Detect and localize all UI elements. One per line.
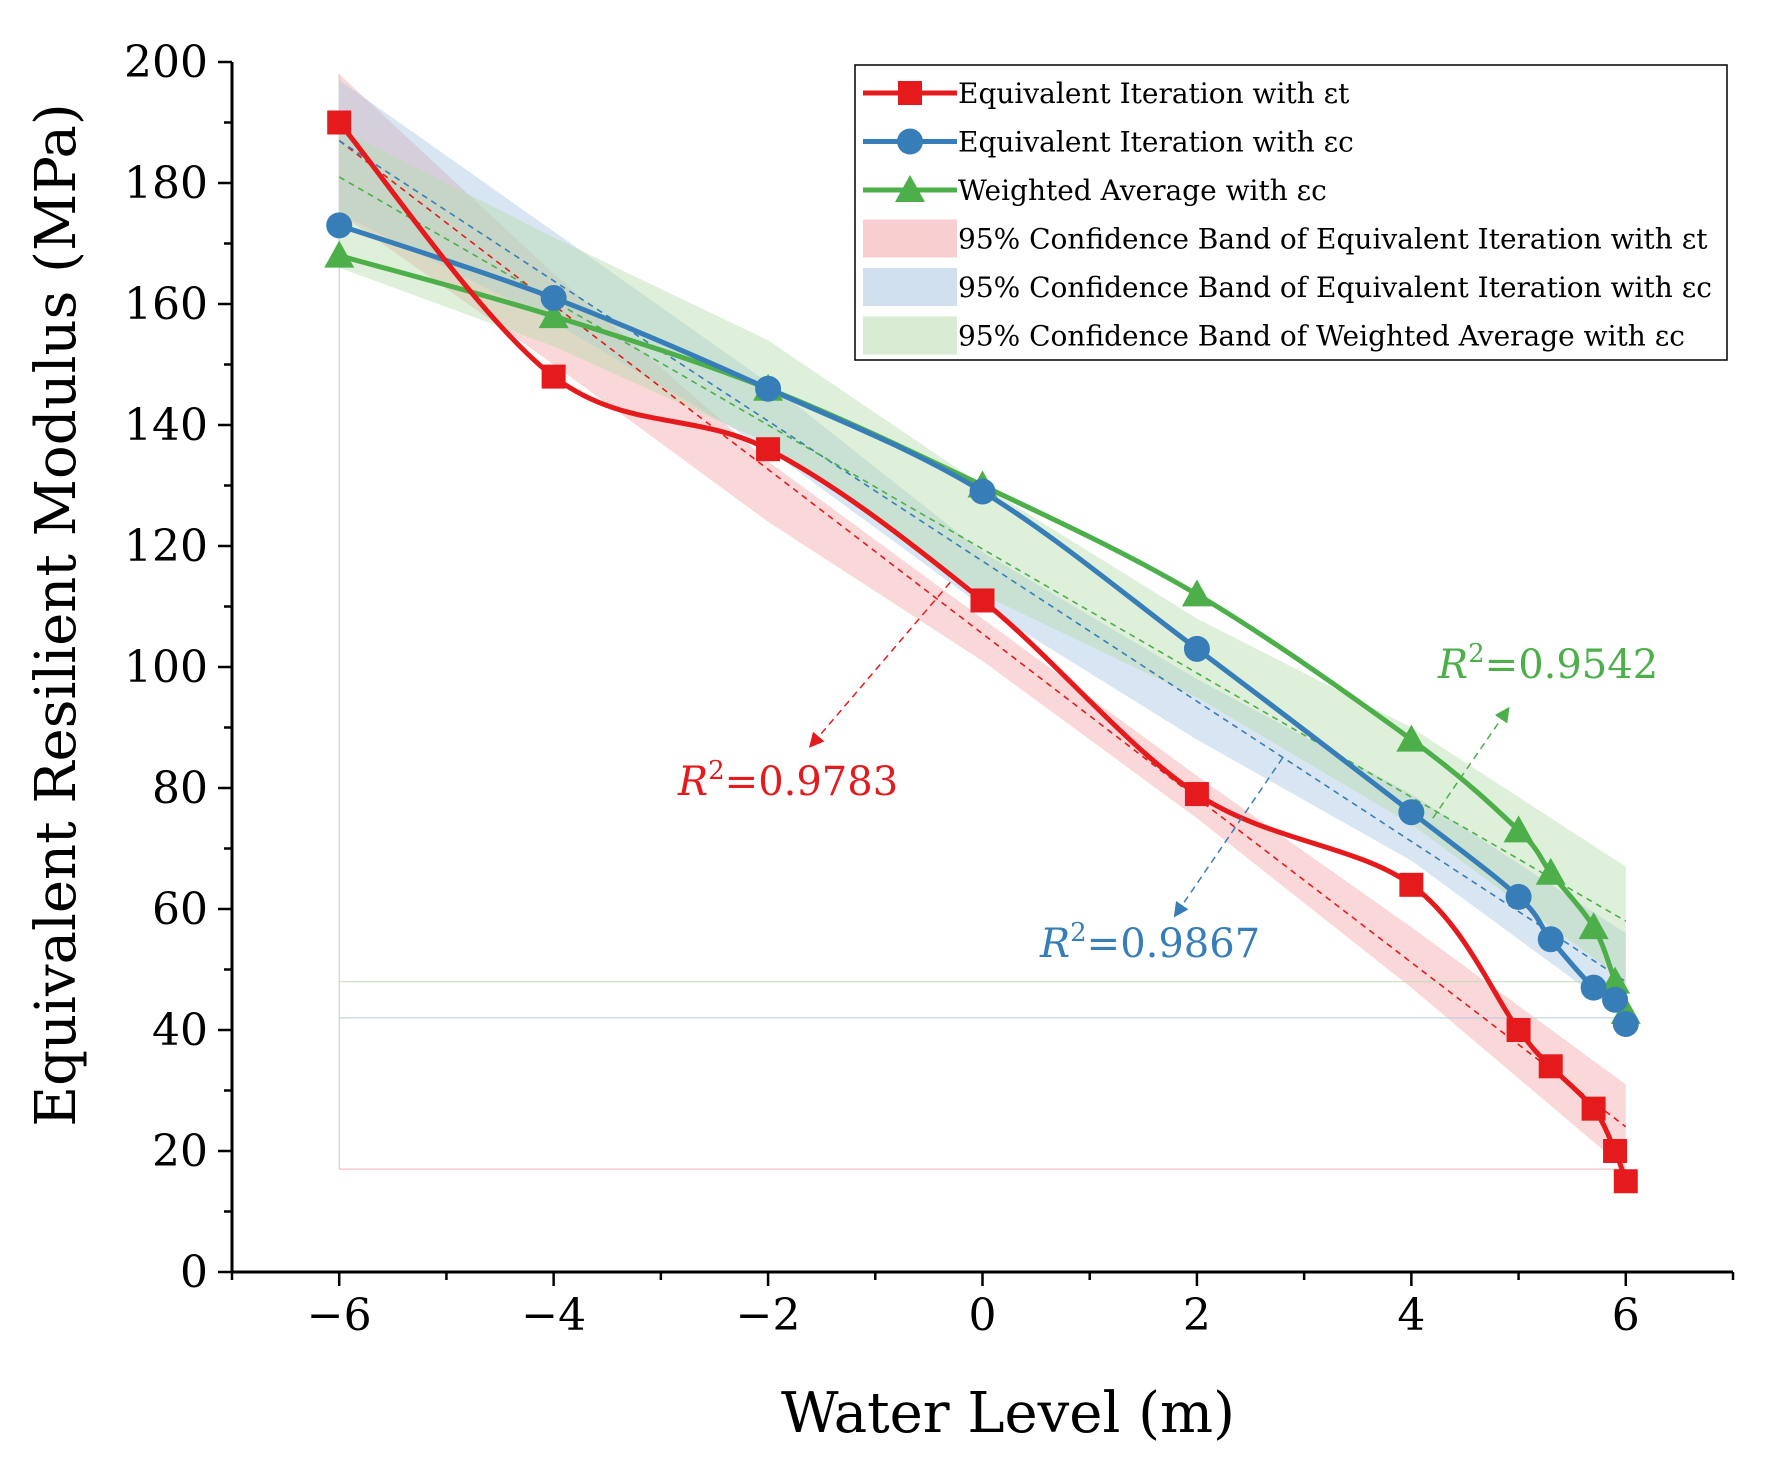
y-tick-label: 60 [152, 884, 208, 935]
data-point-1-0 [326, 212, 353, 239]
x-tick-label: 0 [969, 1290, 997, 1341]
legend-marker-1 [897, 128, 923, 155]
legend-marker-0 [898, 81, 922, 105]
arrow-blue [1173, 757, 1284, 918]
svg-text:R2=0.9783: R2=0.9783 [677, 756, 898, 805]
fit-line-1 [338, 139, 1627, 983]
data-point-1-10 [1612, 1010, 1639, 1037]
data-point-1-7 [1537, 926, 1564, 953]
x-tick-label: 6 [1612, 1290, 1640, 1341]
data-point-0-2 [756, 437, 781, 462]
r2-label: R [677, 759, 708, 805]
data-point-2-0 [324, 240, 355, 268]
legend: Equivalent Iteration with εt Equivalent I… [854, 64, 1728, 361]
r-squared-annotation-red: R2=0.9783 [677, 756, 898, 805]
y-tick-label: 80 [152, 763, 208, 814]
data-point-0-10 [1613, 1169, 1638, 1194]
data-point-0-0 [327, 110, 352, 135]
legend-label-1: Equivalent Iteration with εc [958, 126, 1354, 159]
legend-box [854, 64, 1728, 361]
data-point-2-4 [1181, 579, 1212, 607]
data-point-0-8 [1581, 1096, 1606, 1121]
y-tick-label: 120 [124, 521, 208, 572]
svg-text:R2=0.9867: R2=0.9867 [1039, 918, 1260, 967]
r2-sup: 2 [708, 756, 725, 786]
r2-value: =0.9542 [1485, 642, 1658, 688]
data-point-2-7 [1535, 857, 1566, 885]
legend-swatch-0 [863, 219, 957, 258]
x-tick-label: 2 [1183, 1290, 1211, 1341]
r2-sup: 2 [1070, 918, 1087, 948]
svg-text:R2=0.9542: R2=0.9542 [1437, 639, 1658, 688]
r2-sup: 2 [1468, 639, 1485, 669]
y-axis-title: Equivalent Resilient Modulus (MPa) [24, 103, 89, 1127]
data-point-2-5 [1396, 724, 1427, 752]
y-tick-label: 200 [124, 37, 208, 88]
x-tick-label: 4 [1397, 1290, 1425, 1341]
y-tick-label: 0 [180, 1247, 208, 1298]
legend-marker-2 [895, 175, 925, 202]
data-point-0-5 [1399, 872, 1424, 897]
y-tick-label: 20 [152, 1126, 208, 1177]
annotation-arrows [809, 581, 1510, 918]
data-point-1-9 [1602, 986, 1629, 1013]
y-tick-label: 160 [124, 279, 208, 330]
x-axis-title: Water Level (m) [781, 1381, 1235, 1446]
y-tick-label: 100 [124, 642, 208, 693]
r2-value: =0.9867 [1087, 921, 1260, 967]
legend-band-label-1: 95% Confidence Band of Equivalent Iterat… [958, 271, 1712, 304]
r-squared-annotation-blue: R2=0.9867 [1039, 918, 1260, 967]
x-tick-label: −6 [307, 1290, 372, 1341]
legend-label-0: Equivalent Iteration with εt [958, 77, 1350, 110]
data-point-1-5 [1398, 799, 1425, 826]
x-tick-label: −2 [736, 1290, 801, 1341]
data-point-0-3 [970, 588, 995, 613]
data-point-0-7 [1538, 1054, 1563, 1079]
legend-swatch-1 [863, 268, 957, 306]
data-point-0-6 [1506, 1018, 1531, 1042]
r-squared-annotation-green: R2=0.9542 [1437, 639, 1658, 688]
y-tick-label: 40 [152, 1005, 208, 1056]
data-point-0-9 [1603, 1139, 1628, 1163]
data-point-1-1 [540, 284, 567, 311]
data-point-1-3 [969, 478, 996, 505]
y-tick-label: 140 [124, 400, 208, 451]
legend-label-2: Weighted Average with εc [958, 174, 1327, 207]
legend-swatch-2 [863, 316, 957, 355]
data-point-2-1 [538, 301, 569, 329]
data-point-1-2 [755, 375, 782, 402]
data-point-1-8 [1580, 974, 1607, 1001]
confidence-band-1 [339, 80, 1626, 1018]
data-point-1-4 [1183, 635, 1210, 662]
data-point-0-4 [1184, 782, 1209, 807]
legend-band-label-0: 95% Confidence Band of Equivalent Iterat… [958, 223, 1708, 256]
data-point-2-8 [1578, 912, 1609, 940]
r2-label: R [1437, 642, 1468, 688]
data-point-2-6 [1503, 815, 1534, 843]
r2-value: =0.9783 [725, 759, 898, 805]
series-markers [324, 110, 1641, 1194]
arrow-green [1432, 706, 1510, 819]
legend-band-label-2: 95% Confidence Band of Weighted Average … [958, 320, 1685, 353]
y-tick-label: 180 [124, 158, 208, 209]
data-point-2-9 [1600, 966, 1631, 994]
confidence-band-0 [339, 74, 1626, 1170]
x-tick-label: −4 [521, 1290, 586, 1341]
r2-label: R [1039, 921, 1070, 967]
data-point-1-6 [1505, 883, 1532, 910]
data-point-0-1 [541, 364, 566, 389]
